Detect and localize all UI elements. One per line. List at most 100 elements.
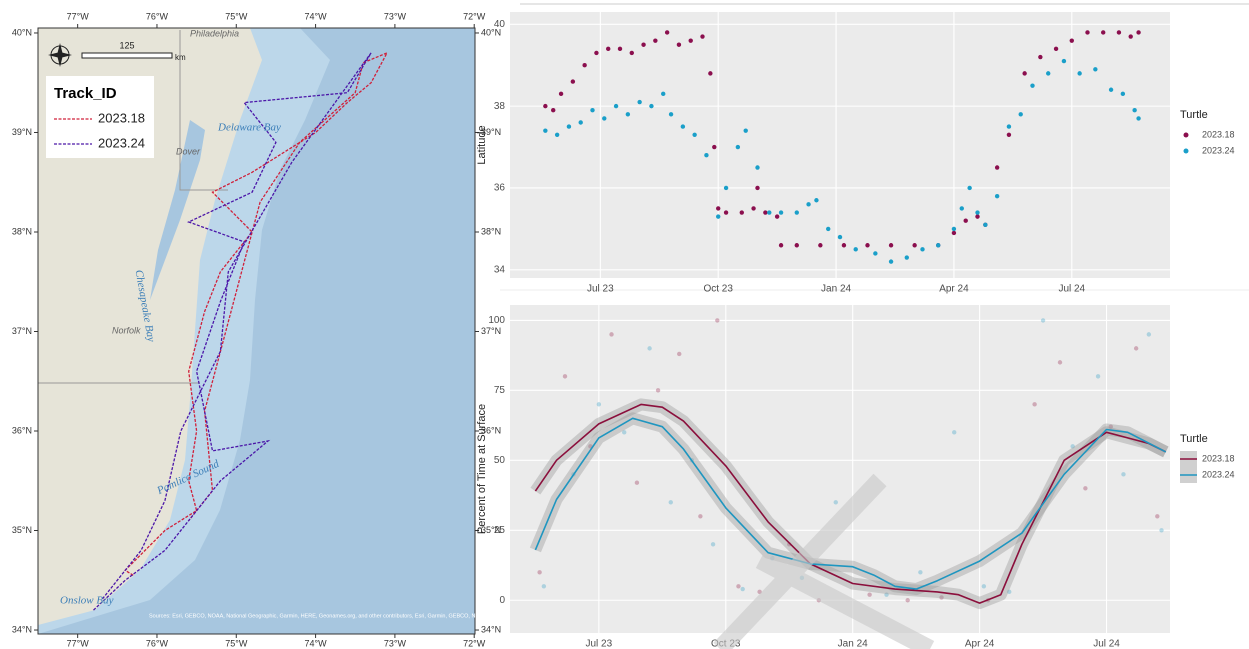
point — [755, 165, 759, 169]
point — [614, 104, 618, 108]
point — [1041, 318, 1045, 322]
point — [543, 104, 547, 108]
y-tick-label: 0 — [499, 595, 505, 606]
point — [1007, 133, 1011, 137]
legend-swatch — [1184, 133, 1189, 138]
point — [952, 227, 956, 231]
x-tick-label: 74°W — [305, 11, 328, 21]
point — [740, 587, 744, 591]
point — [715, 318, 719, 322]
point — [889, 259, 893, 263]
point — [692, 133, 696, 137]
point — [834, 500, 838, 504]
point — [1077, 71, 1081, 75]
point — [818, 243, 822, 247]
point — [698, 514, 702, 518]
x-tick-label: 77°W — [67, 638, 90, 648]
point — [1093, 67, 1097, 71]
point — [873, 251, 877, 255]
point — [842, 243, 846, 247]
x-tick-label: Jan 24 — [821, 284, 851, 295]
point — [579, 120, 583, 124]
point — [1038, 55, 1042, 59]
legend-label: 2023.24 — [1202, 469, 1235, 479]
point — [677, 352, 681, 356]
point — [618, 47, 622, 51]
point — [806, 202, 810, 206]
x-tick-label: 76°W — [146, 11, 169, 21]
y-tick-label: 38 — [494, 101, 506, 112]
y-tick-label: 100 — [488, 315, 505, 326]
place-label: Dover — [176, 146, 201, 156]
point — [537, 570, 541, 574]
point — [1085, 30, 1089, 34]
y-axis-title: Percent of Time at Surface — [476, 404, 488, 534]
x-tick-label: 72°W — [463, 638, 486, 648]
legend-swatch — [1184, 149, 1189, 154]
legend-label: 2023.24 — [98, 135, 145, 150]
point — [912, 243, 916, 247]
point — [559, 92, 563, 96]
point — [1096, 374, 1100, 378]
point — [689, 38, 693, 42]
point — [1030, 83, 1034, 87]
point — [905, 255, 909, 259]
point — [724, 210, 728, 214]
y-tick-label: 35°N — [12, 525, 32, 535]
scale-bar — [82, 53, 172, 58]
x-tick-label: Jul 24 — [1093, 639, 1120, 649]
point — [736, 584, 740, 588]
y-tick-label: 38°N — [12, 226, 32, 236]
point — [1121, 472, 1125, 476]
x-tick-label: 77°W — [67, 11, 90, 21]
point — [716, 214, 720, 218]
point — [571, 79, 575, 83]
point — [1101, 30, 1105, 34]
point — [711, 542, 715, 546]
point — [1159, 528, 1163, 532]
point — [952, 430, 956, 434]
place-label: Delaware Bay — [217, 122, 281, 134]
point — [665, 30, 669, 34]
point — [637, 100, 641, 104]
x-tick-label: Jul 24 — [1058, 284, 1085, 295]
point — [606, 47, 610, 51]
legend-title: Turtle — [1180, 433, 1208, 445]
point — [1007, 124, 1011, 128]
y-tick-label: 37°N — [481, 326, 501, 336]
point — [795, 210, 799, 214]
point — [918, 570, 922, 574]
point — [712, 145, 716, 149]
point — [755, 186, 759, 190]
point — [1019, 112, 1023, 116]
x-tick-label: Apr 24 — [939, 284, 969, 295]
x-tick-label: Oct 23 — [703, 284, 733, 295]
point — [795, 243, 799, 247]
legend-label: 2023.18 — [1202, 129, 1235, 139]
x-tick-label: Jul 23 — [587, 284, 614, 295]
point — [779, 210, 783, 214]
x-tick-label: Jul 23 — [586, 639, 613, 649]
point — [983, 223, 987, 227]
point — [647, 346, 651, 350]
point — [555, 133, 559, 137]
point — [630, 51, 634, 55]
point — [626, 112, 630, 116]
point — [1070, 38, 1074, 42]
point — [594, 51, 598, 55]
point — [653, 38, 657, 42]
point — [763, 210, 767, 214]
point — [1032, 402, 1036, 406]
point — [641, 43, 645, 47]
y-axis-title: Latitude — [476, 125, 488, 164]
x-tick-label: 72°W — [463, 11, 486, 21]
point — [995, 194, 999, 198]
point — [767, 210, 771, 214]
y-tick-label: 25 — [494, 525, 506, 536]
point — [936, 243, 940, 247]
point — [814, 198, 818, 202]
point — [960, 206, 964, 210]
point — [905, 598, 909, 602]
point — [751, 206, 755, 210]
y-tick-label: 34 — [494, 264, 506, 275]
